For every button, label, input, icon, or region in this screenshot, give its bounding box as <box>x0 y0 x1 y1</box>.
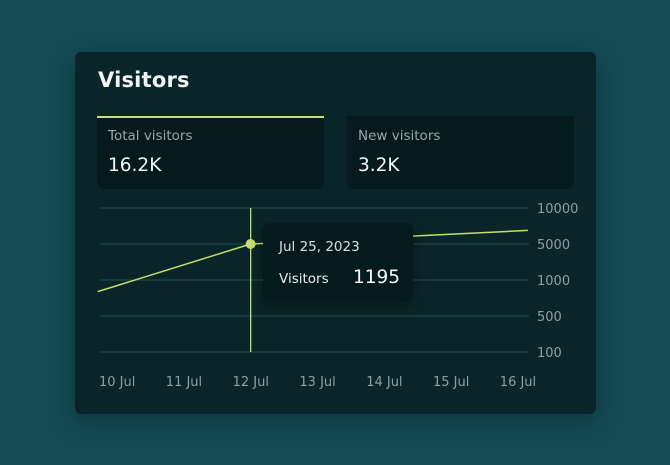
y-tick-label: 500 <box>537 310 562 325</box>
x-tick-label: 13 Jul <box>299 375 335 390</box>
stat-total-visitors[interactable]: Total visitors 16.2K <box>97 116 324 189</box>
highlight-point <box>245 239 256 249</box>
x-tick-label: 16 Jul <box>500 375 536 390</box>
y-tick-label: 5000 <box>537 238 570 253</box>
tooltip-date: Jul 25, 2023 <box>279 239 360 255</box>
tooltip-value: 1195 <box>353 267 401 288</box>
tooltip-label: Visitors <box>279 271 329 287</box>
x-tick-label: 10 Jul <box>99 375 135 390</box>
stat-new-visitors-label: New visitors <box>358 128 441 144</box>
stat-total-visitors-label: Total visitors <box>108 128 193 144</box>
y-tick-label: 10000 <box>537 202 578 217</box>
chart-tooltip: Jul 25, 2023 Visitors 1195 <box>263 223 413 302</box>
stat-new-visitors[interactable]: New visitors 3.2K <box>347 116 574 189</box>
stat-total-visitors-value: 16.2K <box>108 155 162 176</box>
x-tick-label: 15 Jul <box>433 375 469 390</box>
stat-new-visitors-value: 3.2K <box>358 155 400 176</box>
y-tick-label: 1000 <box>537 274 570 289</box>
visitors-card: Visitors Total visitors 16.2K New visito… <box>75 52 596 414</box>
x-tick-label: 14 Jul <box>366 375 402 390</box>
card-title: Visitors <box>98 68 190 92</box>
x-tick-label: 11 Jul <box>166 375 202 390</box>
y-tick-label: 100 <box>537 346 562 361</box>
x-tick-label: 12 Jul <box>233 375 269 390</box>
